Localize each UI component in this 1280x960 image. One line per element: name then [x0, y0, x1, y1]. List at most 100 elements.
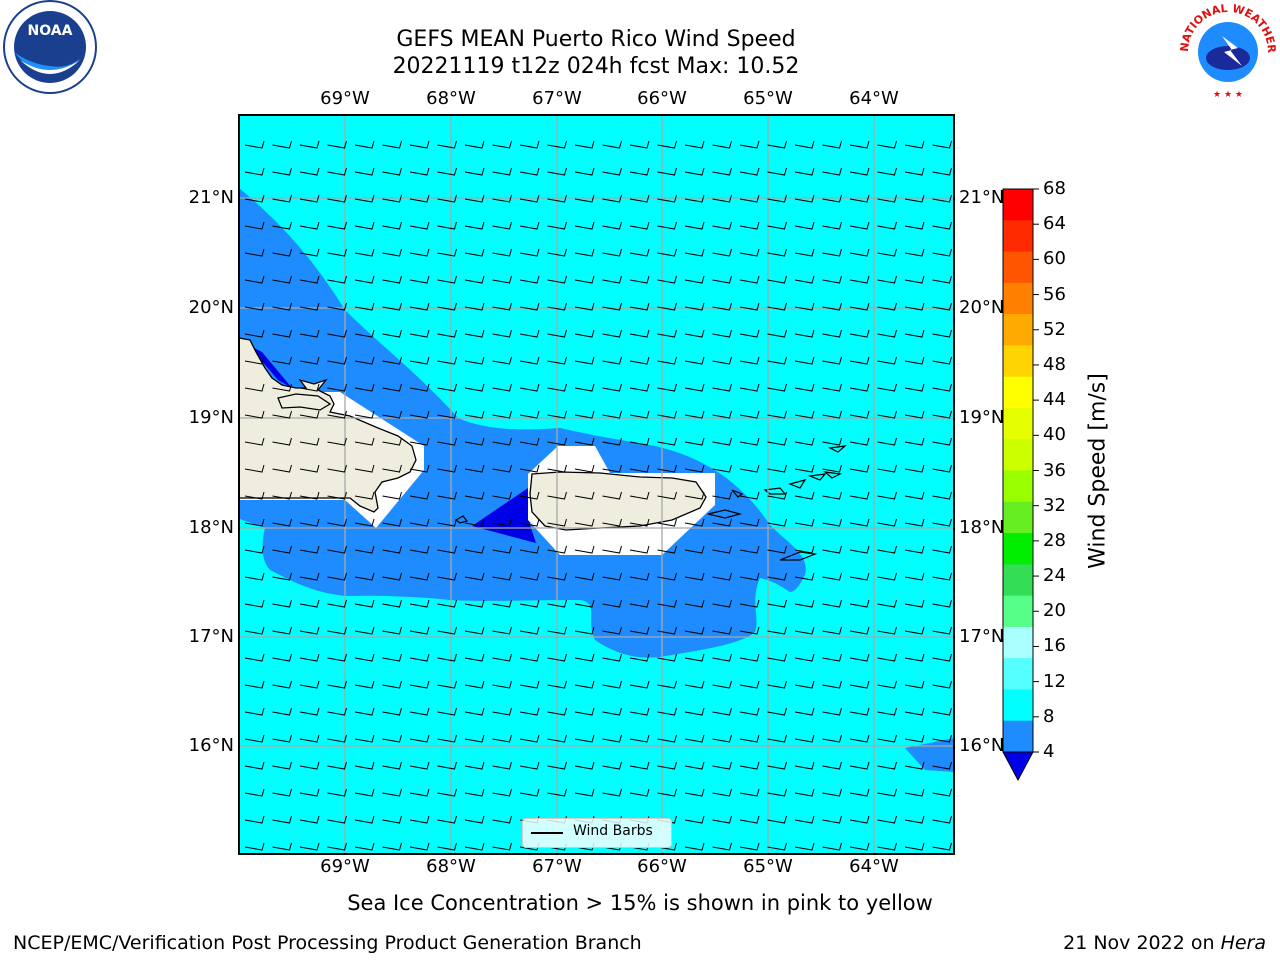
wind-barb [684, 302, 705, 311]
wind-barb [767, 302, 787, 311]
wind-barb [849, 572, 870, 581]
wind-barb [519, 140, 540, 149]
wind-barb [327, 707, 347, 716]
wind-barb [574, 707, 595, 716]
wind-barb [327, 275, 347, 284]
wind-barb [272, 842, 292, 851]
wind-barb [244, 275, 265, 284]
wind-barb [684, 167, 705, 176]
lon-label-bottom: 66°W [637, 856, 687, 877]
wind-barb [904, 383, 925, 392]
wind-barb [932, 491, 952, 500]
lat-label-right: 18°N [959, 517, 1005, 538]
wind-barb [712, 599, 732, 608]
wind-barb [684, 545, 705, 554]
wind-barb [574, 356, 595, 365]
colorbar-segment [1003, 189, 1033, 221]
colorbar-extend-arrow [1002, 751, 1034, 782]
wind-barb [492, 167, 512, 176]
colorbar-segment [1003, 220, 1033, 253]
wind-barb [712, 680, 732, 689]
wind-barb [409, 356, 430, 365]
lon-label-bottom: 69°W [320, 856, 370, 877]
wind-barb [382, 545, 402, 554]
wind-barb [794, 815, 815, 824]
wind-barb [574, 599, 595, 608]
wind-barb [684, 815, 705, 824]
wind-barb [602, 545, 622, 554]
colorbar-tick-label: 16 [1043, 635, 1066, 657]
wind-barb [822, 734, 842, 743]
wind-barb [712, 140, 732, 149]
wind-barb [409, 491, 430, 500]
colorbar-tick-label: 32 [1043, 494, 1066, 516]
wind-barb [574, 221, 595, 230]
wind-barb [244, 437, 265, 446]
wind-barb [409, 734, 430, 743]
wind-barb [299, 842, 320, 851]
wind-barb [272, 383, 292, 392]
wind-barb [354, 815, 375, 824]
wind-barb [327, 680, 347, 689]
legend-barb-line [531, 832, 563, 834]
wind-barb [849, 383, 870, 392]
wind-barb [409, 464, 430, 473]
wind-barb [684, 761, 705, 770]
wind-barb [354, 626, 375, 635]
wind-barb [739, 707, 760, 716]
wind-barb [794, 167, 815, 176]
wind-barb [712, 734, 732, 743]
wind-barb [547, 140, 567, 149]
footer-date: 21 Nov 2022 on Hera [1063, 932, 1266, 954]
wind-barb [904, 761, 925, 770]
wind-barb [327, 788, 347, 797]
wind-barb [932, 815, 952, 824]
wind-barb [437, 815, 457, 824]
wind-barb [492, 248, 512, 257]
wind-barb [629, 383, 650, 392]
wind-barb [327, 626, 347, 635]
wind-barb [904, 545, 925, 554]
hispaniola-north-cape [277, 393, 332, 411]
wind-barb [244, 815, 265, 824]
wind-barb [684, 194, 705, 203]
wind-barb [932, 599, 952, 608]
wind-barb [684, 140, 705, 149]
wind-barb [932, 221, 952, 230]
wind-barb [547, 788, 567, 797]
wind-barb [712, 383, 732, 392]
wind-barb [794, 383, 815, 392]
wind-barb [657, 842, 677, 851]
wind-barb [657, 275, 677, 284]
wind-barb [574, 464, 595, 473]
wind-barb [519, 599, 540, 608]
wind-barb [629, 545, 650, 554]
wind-barb [657, 599, 677, 608]
wind-barb [272, 302, 292, 311]
wind-barb [437, 194, 457, 203]
wind-barb [794, 734, 815, 743]
wind-barb [464, 248, 485, 257]
wind-barb [794, 248, 815, 257]
wind-barb [354, 248, 375, 257]
wind-barb [629, 275, 650, 284]
wind-barb [409, 680, 430, 689]
colorbar-segment [1003, 626, 1033, 659]
wind-barb [877, 194, 897, 203]
wind-barb [519, 437, 540, 446]
wind-barb [904, 599, 925, 608]
lat-label-left: 16°N [188, 735, 234, 756]
st-croix [779, 551, 818, 561]
wind-barb [437, 221, 457, 230]
sea-ice-caption: Sea Ice Concentration > 15% is shown in … [347, 891, 933, 915]
lat-label-right: 21°N [959, 187, 1005, 208]
virgin-islands [731, 445, 847, 498]
wind-barb [464, 356, 485, 365]
wind-barb [739, 248, 760, 257]
wind-barb [794, 626, 815, 635]
wind-barb [739, 140, 760, 149]
wind-barb [657, 653, 677, 662]
wind-barb [327, 140, 347, 149]
wind-barb [519, 491, 540, 500]
wind-barb [767, 221, 787, 230]
